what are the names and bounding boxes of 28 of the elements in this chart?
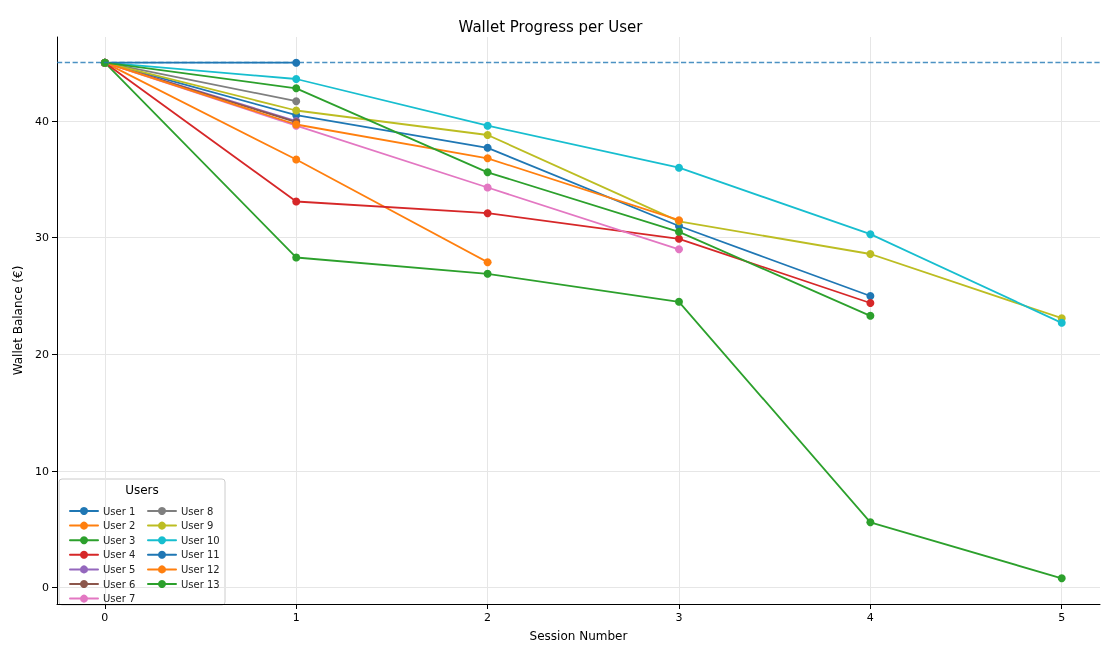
y-axis-title: Wallet Balance (€): [11, 265, 25, 376]
legend-label: User 10: [181, 534, 220, 546]
x-axis-title: Session Number: [529, 629, 628, 643]
x-tick-label: 0: [101, 611, 109, 624]
x-tick-label: 1: [292, 611, 300, 624]
y-tick-label: 10: [35, 464, 49, 478]
y-tick-label: 40: [35, 114, 49, 128]
legend-label: User 9: [181, 520, 214, 532]
x-tick-label: 3: [675, 611, 683, 624]
x-tick-label: 4: [866, 611, 874, 624]
y-tick-label: 20: [35, 347, 49, 361]
x-tick-label: 2: [484, 611, 492, 624]
legend-label: User 4: [103, 549, 136, 561]
chart-title: Wallet Progress per User: [458, 17, 644, 36]
legend-label: User 8: [181, 505, 214, 517]
legend-label: User 12: [181, 563, 220, 575]
legend-label: User 2: [103, 520, 136, 532]
legend-title: Users: [125, 483, 159, 497]
legend-label: User 13: [181, 578, 220, 590]
y-tick-label: 0: [42, 581, 49, 595]
x-tick-label: 5: [1058, 611, 1066, 624]
legend-label: User 1: [103, 505, 136, 517]
legend-label: User 3: [103, 534, 136, 546]
legend-label: User 6: [103, 578, 136, 590]
legend-label: User 11: [181, 549, 220, 561]
y-tick-label: 30: [35, 231, 49, 245]
legend-label: User 7: [103, 593, 136, 605]
legend-label: User 5: [103, 563, 136, 575]
